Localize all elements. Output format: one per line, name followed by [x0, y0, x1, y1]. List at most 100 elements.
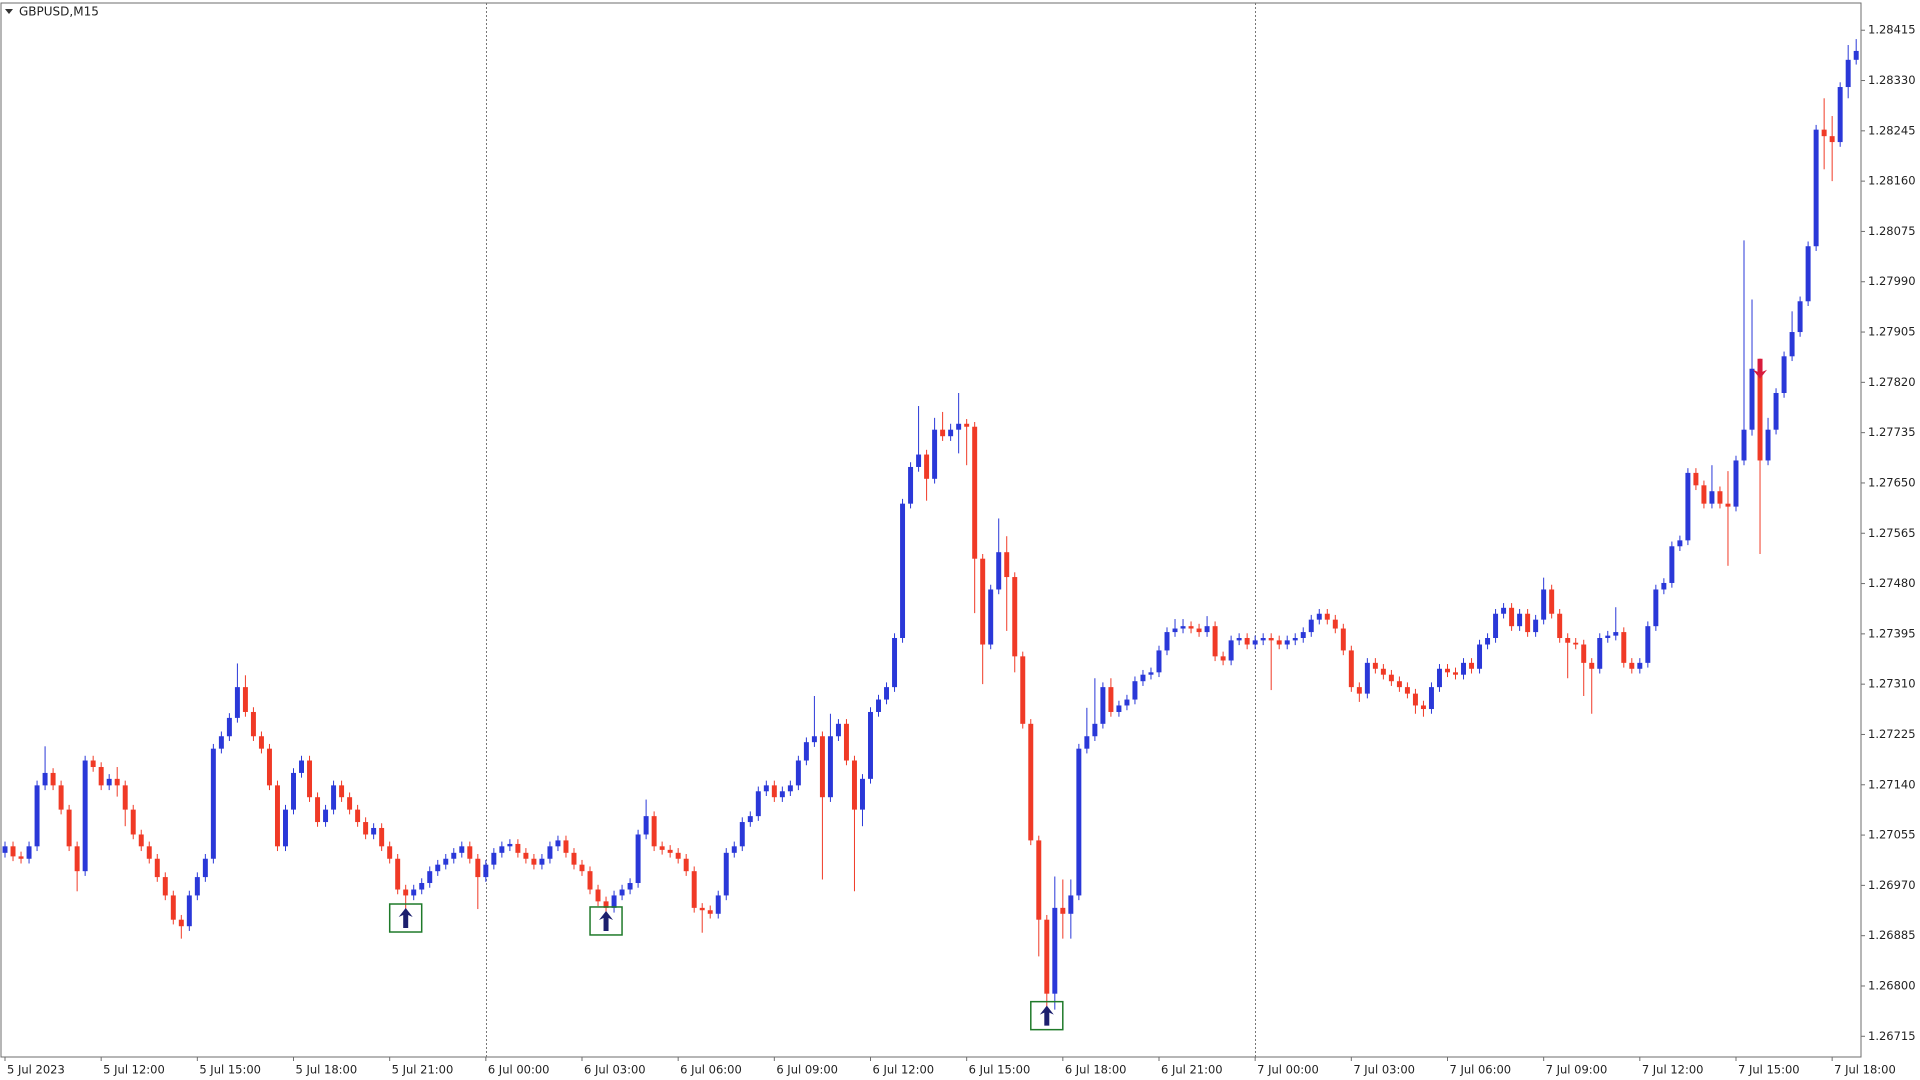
y-tick-label: 1.28330 [1868, 73, 1916, 87]
candle-body [1076, 748, 1082, 896]
candle-body [827, 736, 833, 798]
candle-body [1292, 638, 1298, 641]
candle-body [948, 429, 954, 437]
candle-body [1196, 628, 1202, 633]
candle-body [162, 877, 168, 896]
candle-body [964, 423, 970, 427]
candle-body [587, 871, 593, 890]
candle-body [1148, 672, 1154, 675]
candle-body [1308, 619, 1314, 633]
candle-body [1364, 662, 1370, 694]
y-tick-label: 1.27650 [1868, 475, 1916, 489]
candle-body [595, 889, 601, 902]
candle-body [194, 877, 200, 896]
candle-body [1485, 638, 1491, 645]
candle-body [1220, 656, 1226, 661]
candle-body [1533, 619, 1539, 633]
candle-body [892, 638, 898, 688]
candle-body [1629, 662, 1635, 669]
candle-body [58, 785, 64, 810]
candle-body [234, 687, 240, 718]
x-tick-label: 5 Jul 15:00 [199, 1063, 261, 1077]
candle-body [515, 843, 521, 853]
candle-body [747, 816, 753, 823]
candle-body [908, 466, 914, 504]
candle-body [699, 907, 705, 911]
candle-body [619, 889, 625, 896]
candle-body [202, 858, 208, 878]
candle-body [1605, 635, 1611, 639]
candle-body [1236, 638, 1242, 641]
candle-body [803, 742, 809, 761]
candle-body [355, 809, 361, 823]
candle-body [146, 846, 152, 859]
y-tick-label: 1.27735 [1868, 425, 1916, 439]
candle-body [1164, 632, 1170, 651]
y-tick-label: 1.28415 [1868, 23, 1916, 37]
candle-body [523, 852, 529, 859]
candle-body [916, 454, 922, 467]
candle-body [507, 843, 513, 847]
candle-body [491, 852, 497, 865]
candle-body [299, 760, 305, 773]
x-tick-label: 5 Jul 12:00 [103, 1063, 165, 1077]
candle-body [1477, 644, 1483, 669]
candle-body [1461, 662, 1467, 675]
candle-body [387, 846, 393, 859]
candle-body [106, 778, 112, 786]
candle-body [1180, 626, 1186, 629]
symbol-menu-icon[interactable] [5, 9, 13, 14]
candle-body [98, 767, 104, 786]
candle-body [651, 816, 657, 847]
candle-body [1453, 672, 1458, 675]
candle-body [851, 760, 857, 810]
candle-body [1685, 472, 1691, 541]
candle-body [250, 711, 256, 737]
candle-body [1332, 619, 1338, 629]
candle-body [683, 858, 689, 872]
candle-body [1789, 332, 1795, 357]
candle-body [1549, 589, 1555, 614]
candle-body [274, 785, 280, 847]
signal-box [589, 906, 623, 936]
candle-body [178, 919, 184, 927]
candle-body [739, 822, 745, 847]
candle-body [988, 589, 994, 645]
candle-body [371, 827, 377, 835]
y-tick-label: 1.27820 [1868, 375, 1916, 389]
candle-body [323, 809, 329, 823]
candle-body [1372, 662, 1378, 669]
candle-body [10, 846, 16, 857]
chart-title: GBPUSD,M15 [19, 5, 99, 19]
candle-body [1260, 638, 1266, 641]
candle-body [1589, 662, 1595, 669]
candle-body [1268, 638, 1274, 641]
candle-body [467, 846, 473, 859]
x-tick-label: 5 Jul 2023 [7, 1063, 65, 1077]
candle-body [579, 864, 585, 872]
candle-body [1693, 472, 1699, 486]
candle-body [138, 834, 144, 847]
candle-body [90, 760, 96, 768]
candle-body [563, 840, 569, 853]
candle-body [1380, 668, 1386, 675]
candle-body [1749, 368, 1755, 430]
candle-body [876, 699, 881, 712]
candle-body [283, 809, 288, 847]
candle-body [1012, 577, 1018, 657]
candle-body [307, 760, 313, 798]
candle-body [1621, 632, 1627, 663]
candle-body [363, 822, 369, 835]
candle-body [675, 852, 681, 859]
candle-body [50, 772, 56, 786]
candle-body [603, 901, 609, 908]
candle-body [627, 883, 633, 890]
candle-body [547, 846, 553, 859]
candle-body [1388, 674, 1394, 682]
candle-body [1597, 638, 1603, 669]
candle-body [411, 889, 417, 896]
x-tick-label: 5 Jul 21:00 [392, 1063, 454, 1077]
x-tick-label: 6 Jul 00:00 [488, 1063, 550, 1077]
candle-body [1717, 491, 1723, 504]
x-tick-label: 5 Jul 18:00 [296, 1063, 358, 1077]
